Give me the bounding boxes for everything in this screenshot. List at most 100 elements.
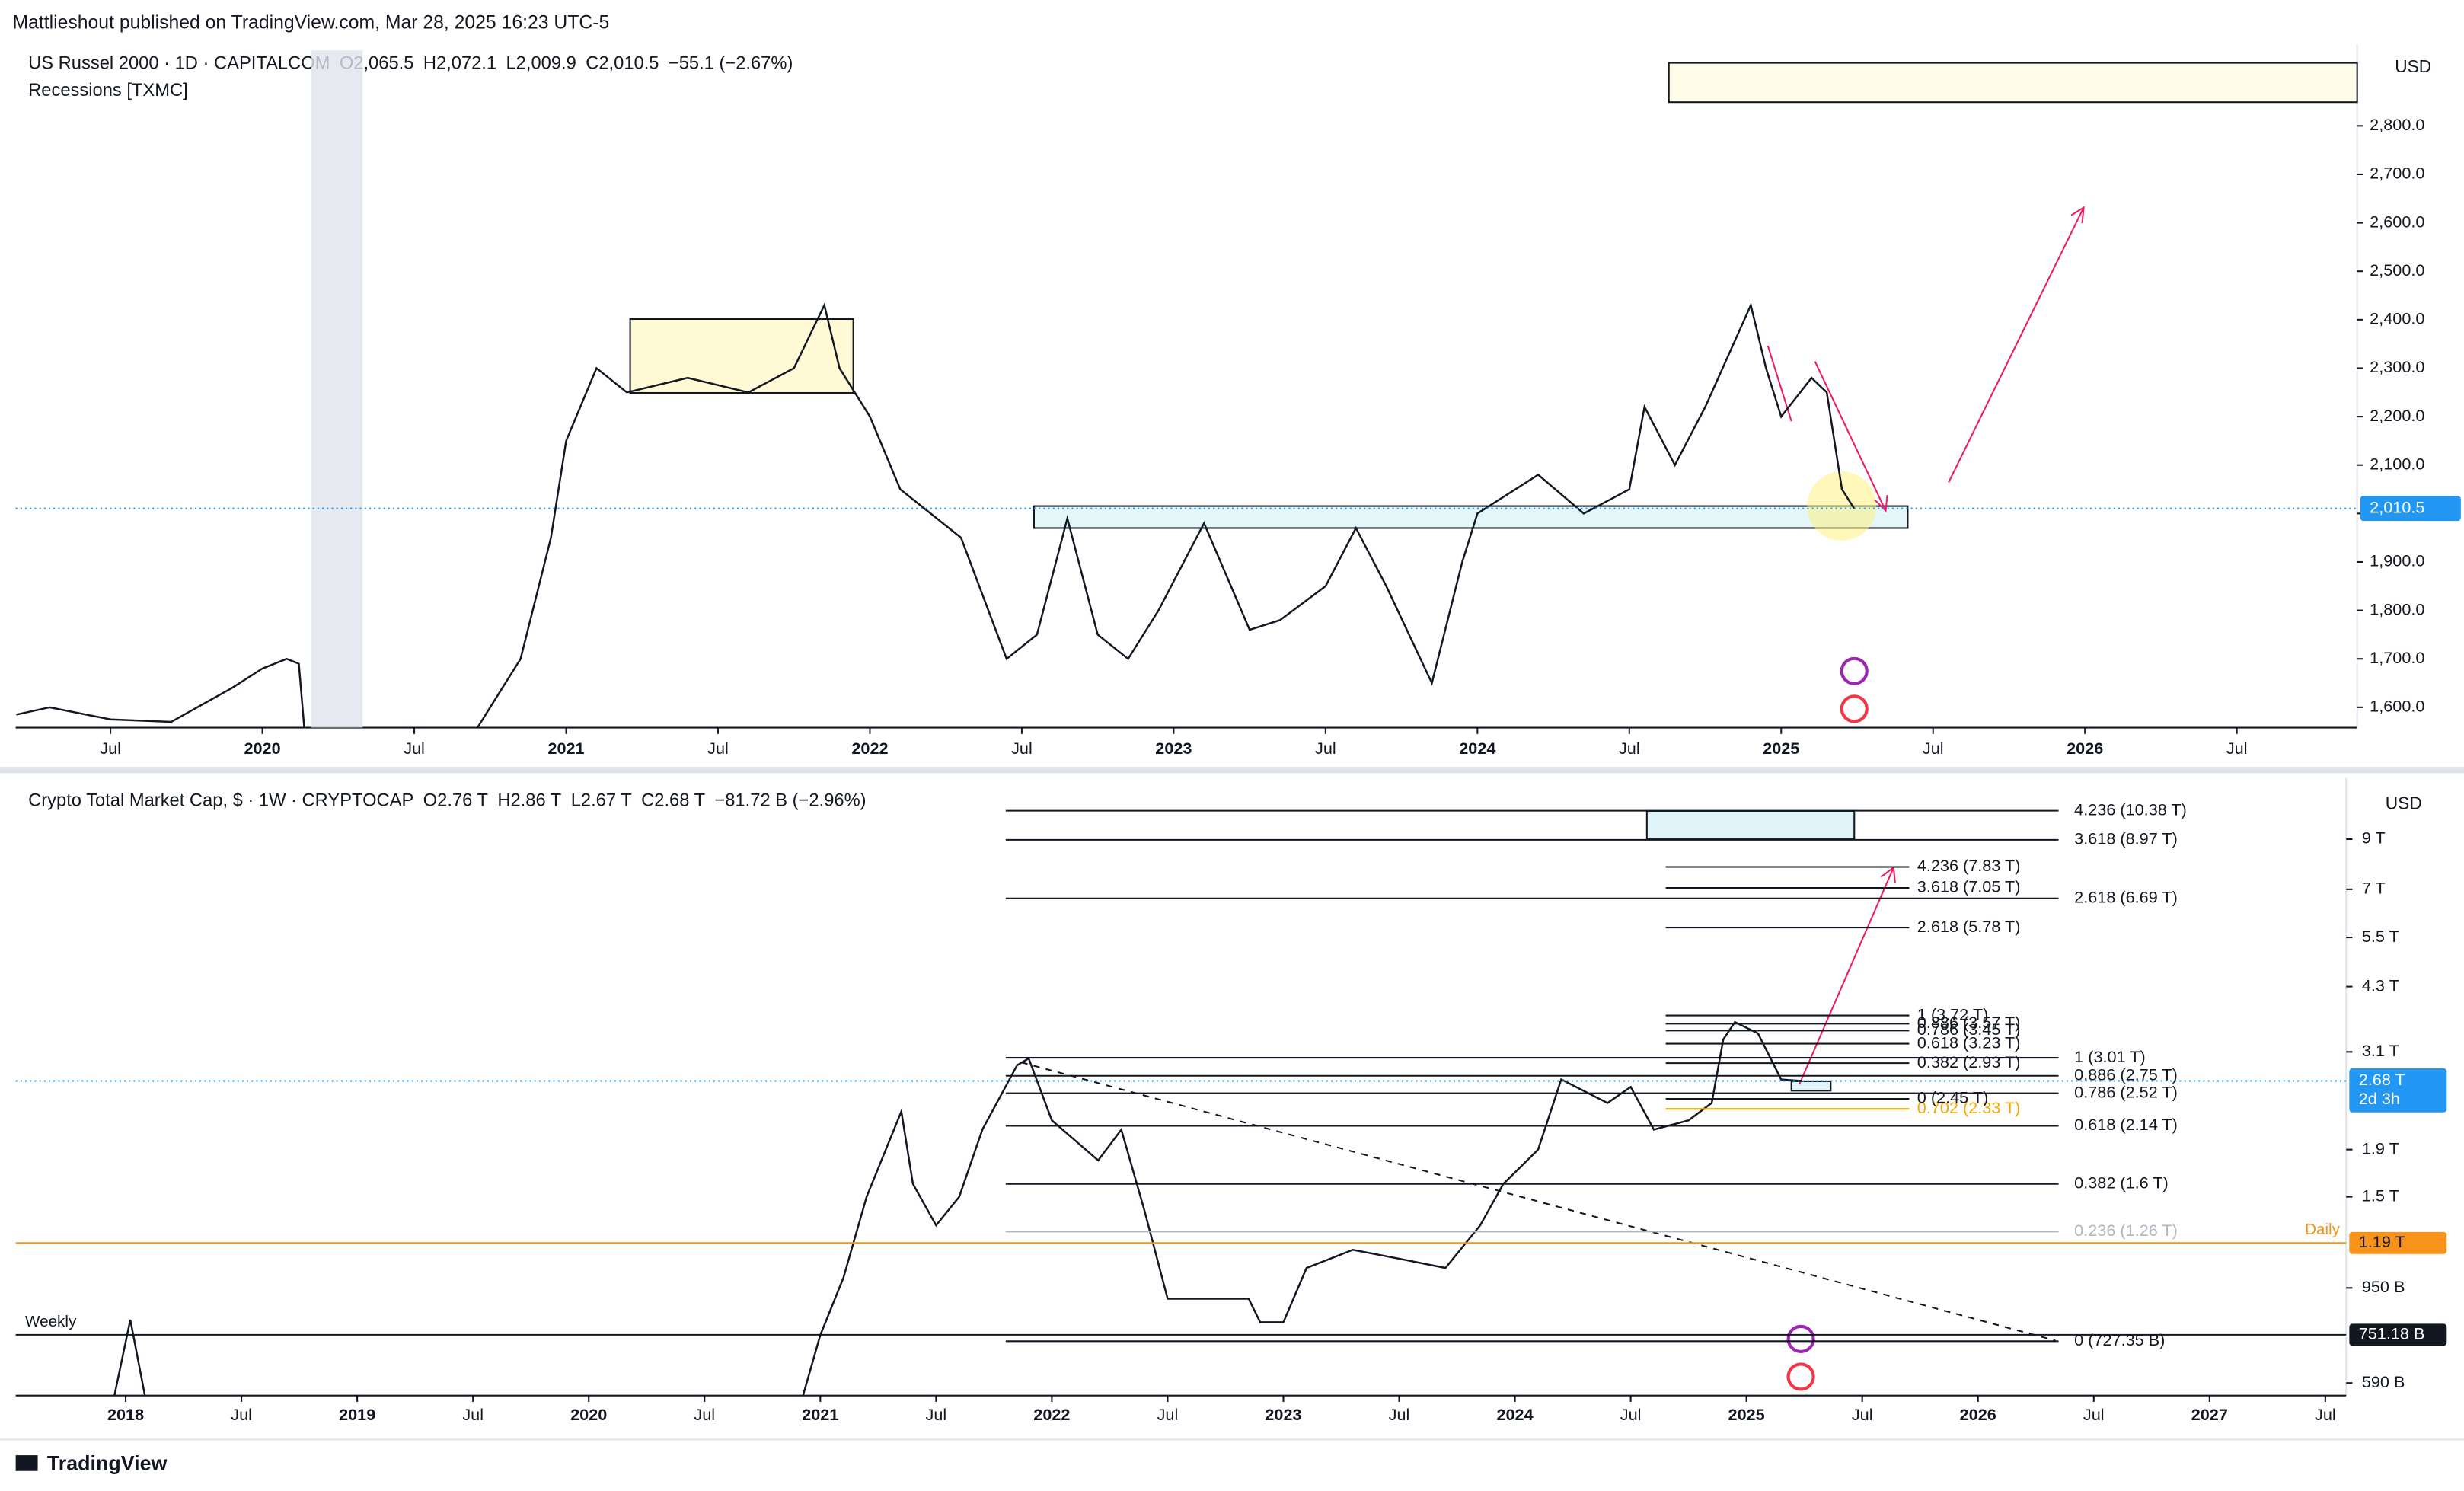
x-tick-label: 2022 bbox=[1033, 1405, 1070, 1424]
brand: TradingView bbox=[47, 1452, 168, 1475]
x-tick-label: 2023 bbox=[1155, 739, 1192, 758]
rectangle-drawing bbox=[1668, 62, 2358, 104]
rectangle-drawing bbox=[1645, 809, 1856, 841]
ohlc-value: 2.86 T bbox=[510, 791, 561, 811]
y-tick-label: 2,500.0 bbox=[2370, 260, 2424, 279]
event-icon bbox=[1786, 1324, 1815, 1353]
price-badge bbox=[2349, 1231, 2447, 1254]
y-tick-label: 1.5 T bbox=[2362, 1186, 2399, 1205]
ohlc-key: H bbox=[423, 54, 436, 74]
y-tick-label: 1,600.0 bbox=[2370, 697, 2424, 716]
y-tick-label: 2,300.0 bbox=[2370, 357, 2424, 376]
y-tick-label: 590 B bbox=[2362, 1372, 2405, 1391]
x-tick-label: Jul bbox=[1157, 1405, 1179, 1424]
recession-band bbox=[311, 50, 363, 728]
fib-level-label: 0.236 (1.26 T) bbox=[2074, 1221, 2178, 1240]
circle-drawing bbox=[1807, 471, 1877, 541]
price-badge-label: 2.68 T bbox=[2359, 1070, 2405, 1089]
y-tick-label: 950 B bbox=[2362, 1277, 2405, 1296]
header-text: Mattlieshout published on TradingView.co… bbox=[13, 13, 610, 34]
fib-level-label: 0.382 (2.93 T) bbox=[1917, 1052, 2021, 1071]
y-tick-label: 1,800.0 bbox=[2370, 599, 2424, 618]
ohlc-value: 2,065.5 bbox=[353, 54, 413, 74]
x-tick-label: Jul bbox=[2315, 1405, 2336, 1424]
ohlc-key: C bbox=[641, 791, 654, 811]
ohlc-key: H bbox=[497, 791, 510, 811]
y-tick-label: 2,700.0 bbox=[2370, 164, 2424, 183]
x-tick-label: 2020 bbox=[570, 1405, 607, 1424]
legend: US Russel 2000 · 1D · CAPITALCOMO2,065.5… bbox=[28, 54, 793, 74]
currency: USD bbox=[2395, 56, 2431, 76]
x-tick-label: 2024 bbox=[1496, 1405, 1533, 1424]
x-tick-label: 2025 bbox=[1763, 739, 1799, 758]
price-badge-label: 2,010.5 bbox=[2370, 497, 2424, 516]
fib-level-label: 0.382 (1.6 T) bbox=[2074, 1173, 2169, 1192]
y-tick-label: 3.1 T bbox=[2362, 1041, 2399, 1060]
fib-level-label: 3.618 (7.05 T) bbox=[1917, 877, 2021, 896]
fib-level-label: 4.236 (7.83 T) bbox=[1917, 856, 2021, 875]
price-line bbox=[16, 302, 1856, 728]
x-tick-label: Jul bbox=[2226, 739, 2248, 758]
y-tick-label: 2,800.0 bbox=[2370, 115, 2424, 134]
x-tick-label: 2027 bbox=[2191, 1405, 2228, 1424]
ohlc-key: L bbox=[506, 54, 515, 74]
plot bbox=[113, 1020, 1802, 1396]
rectangle-drawing bbox=[629, 318, 854, 394]
x-tick-label: Jul bbox=[404, 739, 425, 758]
fib-level-label: 0 (727.35 B) bbox=[2074, 1330, 2165, 1349]
rectangle-drawing bbox=[1790, 1080, 1832, 1092]
plot bbox=[16, 50, 1856, 728]
ohlc-value: 2,009.9 bbox=[516, 54, 576, 74]
x-tick-label: 2018 bbox=[107, 1405, 144, 1424]
ohlc-key: C bbox=[586, 54, 598, 74]
brand-logo bbox=[15, 1455, 38, 1471]
x-tick-label: Jul bbox=[1619, 739, 1640, 758]
x-tick-label: 2021 bbox=[547, 739, 584, 758]
price-badge-label: 1.19 T bbox=[2359, 1232, 2405, 1251]
x-tick-label: 2019 bbox=[339, 1405, 375, 1424]
y-tick-label: 4.3 T bbox=[2362, 975, 2399, 995]
fib-level-label: 0.786 (2.52 T) bbox=[2074, 1082, 2178, 1101]
ohlc-value: 2.68 T bbox=[654, 791, 705, 811]
y-tick-label: 2,400.0 bbox=[2370, 309, 2424, 328]
x-tick-label: 2026 bbox=[1960, 1405, 1996, 1424]
y-tick-label: 5.5 T bbox=[2362, 927, 2399, 946]
change: −55.1 (−2.67%) bbox=[669, 54, 793, 74]
x-tick-label: Jul bbox=[1315, 739, 1336, 758]
fib-level-label: 0.702 (2.33 T) bbox=[1917, 1098, 2021, 1117]
arrow-drawing bbox=[1767, 206, 2085, 513]
x-tick-label: Jul bbox=[926, 1405, 947, 1424]
ohlc-key: O bbox=[423, 791, 437, 811]
ohlc-value: 2,072.1 bbox=[436, 54, 496, 74]
rectangle-drawing bbox=[1033, 505, 1909, 529]
y-tick-label: 2,600.0 bbox=[2370, 212, 2424, 231]
event-icon bbox=[1786, 1362, 1815, 1391]
fib-level-label: 0.886 (3.57 T) bbox=[1917, 1013, 2021, 1032]
y-tick-label: 1,700.0 bbox=[2370, 648, 2424, 667]
fib-level-label: 2.618 (5.78 T) bbox=[1917, 917, 2021, 936]
x-tick-label: Jul bbox=[1620, 1405, 1642, 1424]
x-tick-label: Jul bbox=[231, 1405, 252, 1424]
arrow-drawing bbox=[1799, 866, 1896, 1085]
x-tick-label: Jul bbox=[1852, 1405, 1873, 1424]
fib-level-label: 0.786 (3.45 T) bbox=[1917, 1020, 2021, 1039]
event-icon bbox=[1840, 694, 1869, 723]
horizontal-line-tag: Daily bbox=[2305, 1221, 2341, 1238]
indicator-label: Recessions [TXMC] bbox=[28, 81, 188, 101]
y-tick-label: 1,900.0 bbox=[2370, 551, 2424, 570]
fib-level-label: 3.618 (8.97 T) bbox=[2074, 829, 2178, 848]
x-tick-label: 2021 bbox=[802, 1405, 838, 1424]
currency: USD bbox=[2386, 793, 2422, 813]
fib-level-label: 1 (3.01 T) bbox=[2074, 1047, 2146, 1066]
horizontal-line-tag: Weekly bbox=[25, 1313, 77, 1330]
fib-level-label: 1 (3.72 T) bbox=[1917, 1004, 1989, 1023]
trendline-drawing bbox=[1021, 1062, 2056, 1342]
y-tick-label: 7 T bbox=[2362, 879, 2386, 898]
y-tick-label: 1.9 T bbox=[2362, 1138, 2399, 1157]
x-tick-label: Jul bbox=[462, 1405, 484, 1424]
price-badge bbox=[2360, 496, 2461, 522]
ohlc-value: 2.76 T bbox=[437, 791, 488, 811]
event-icon bbox=[1840, 656, 1869, 685]
